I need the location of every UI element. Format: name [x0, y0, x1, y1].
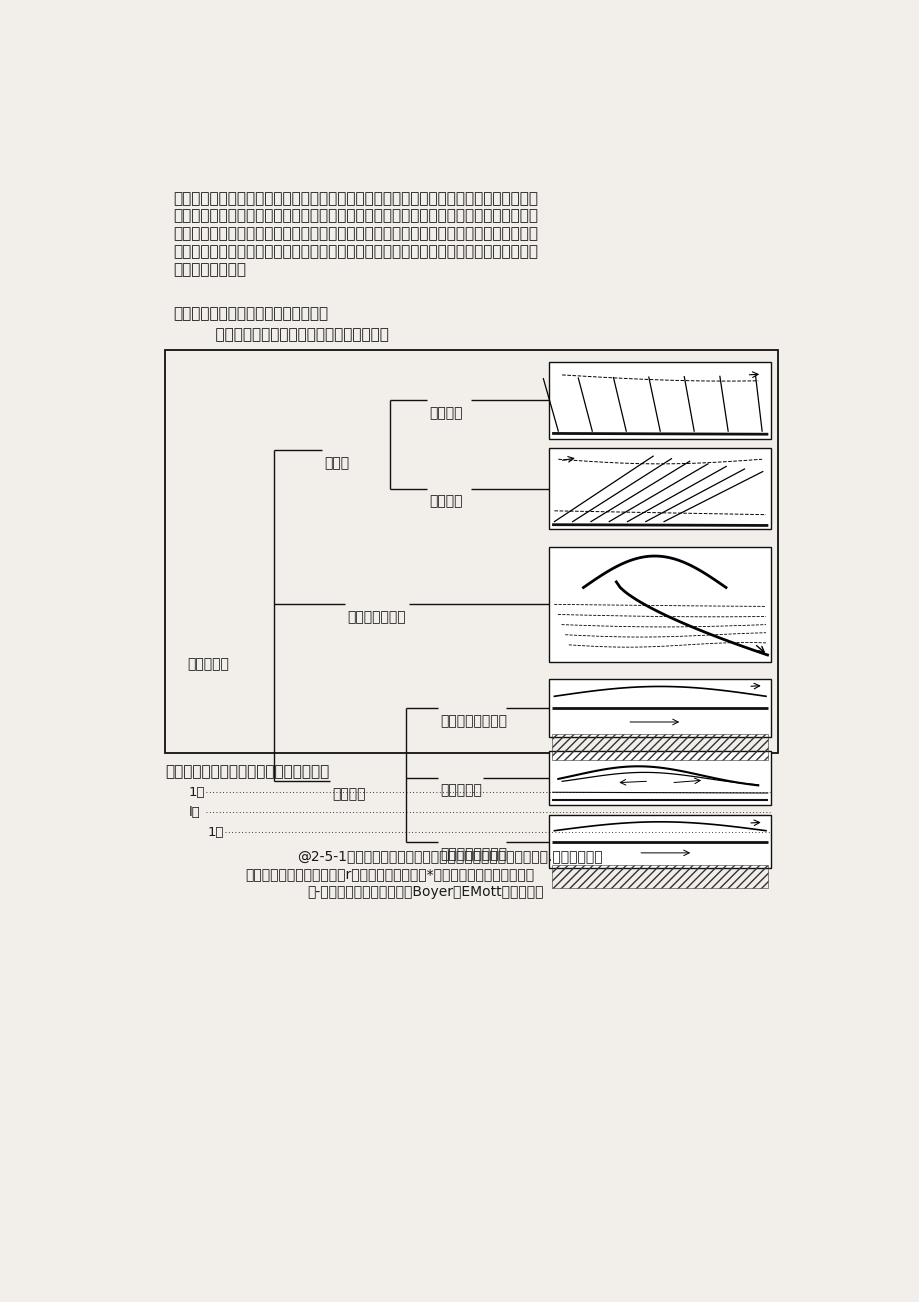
Text: 的-个联合的顶板冲断面（据Boyer和EMott原图修改人: 的-个联合的顶板冲断面（据Boyer和EMott原图修改人 [307, 884, 543, 898]
Text: 1．: 1． [208, 827, 224, 840]
Text: l．: l． [188, 806, 200, 819]
Text: 以深部的逆冲缩短作用取代r地表的褶皱缩短作用*没有象典型的双重构造那样: 以深部的逆冲缩短作用取代r地表的褶皱缩短作用*没有象典型的双重构造那样 [245, 867, 534, 881]
Text: 倾向后陆双重构造: 倾向后陆双重构造 [440, 713, 507, 728]
Text: 背形墚构造: 背形墚构造 [440, 783, 482, 797]
Bar [549, 448, 771, 530]
Text: 倾向前陆双重构造: 倾向前陆双重构造 [440, 846, 507, 861]
Bar [549, 362, 771, 439]
Text: 四、比较伸展构造与逆冲推覆构造的异同: 四、比较伸展构造与逆冲推覆构造的异同 [165, 764, 329, 780]
Text: 双重构造: 双重构造 [332, 786, 365, 801]
Bar [551, 865, 767, 888]
Bar [549, 547, 771, 663]
Text: @2-5-1不同逆冲断层系的分类；最常见的是叠瓦状逆冲嘛层系.盲叠瓦断泾系: @2-5-1不同逆冲断层系的分类；最常见的是叠瓦状逆冲嘛层系.盲叠瓦断泾系 [297, 849, 602, 863]
Text: 逆冲推覆构造按照其形态组合综合分类如下: 逆冲推覆构造按照其形态组合综合分类如下 [196, 327, 389, 342]
Text: 盲叠瓦组合构造: 盲叠瓦组合构造 [347, 609, 405, 624]
Text: 尾叠瓦扇: 尾叠瓦扇 [428, 495, 462, 508]
Bar [549, 815, 771, 867]
Bar [551, 734, 767, 760]
Text: 叠瓦扇: 叠瓦扇 [323, 456, 349, 470]
Text: 首叠瓦扇: 首叠瓦扇 [428, 406, 462, 419]
Text: 逆冲断层系: 逆冲断层系 [187, 656, 229, 671]
Bar [549, 680, 771, 737]
Text: 和物理学的模型。: 和物理学的模型。 [173, 262, 246, 277]
Text: 学方法、赤平投影网或电子计算机进行图解处理和分析计算。再就是运动学研究，根据几何: 学方法、赤平投影网或电子计算机进行图解处理和分析计算。再就是运动学研究，根据几何 [173, 208, 538, 224]
Text: 构造过程中力的状态，即研究构造形变和造成它们的外力和应力条件之间的关系，建立数学: 构造过程中力的状态，即研究构造形变和造成它们的外力和应力条件之间的关系，建立数学 [173, 243, 538, 259]
Text: 数据，去追索造成现有构造状态和位置的相继内部和外部运动。然霄是动力学分析，去鉴定: 数据，去追索造成现有构造状态和位置的相继内部和外部运动。然霄是动力学分析，去鉴定 [173, 227, 538, 241]
Bar [549, 751, 771, 805]
Bar [165, 350, 777, 753]
Text: 三、简述逆冲推覆构造的形态组合分类: 三、简述逆冲推覆构造的形态组合分类 [173, 306, 328, 322]
Text: 1．: 1． [188, 786, 205, 799]
Text: 特征、物理性质、相互时空关系和应变特征进行观察、描述和测量，搜集各种数据，运用数: 特征、物理性质、相互时空关系和应变特征进行观察、描述和测量，搜集各种数据，运用数 [173, 191, 538, 206]
